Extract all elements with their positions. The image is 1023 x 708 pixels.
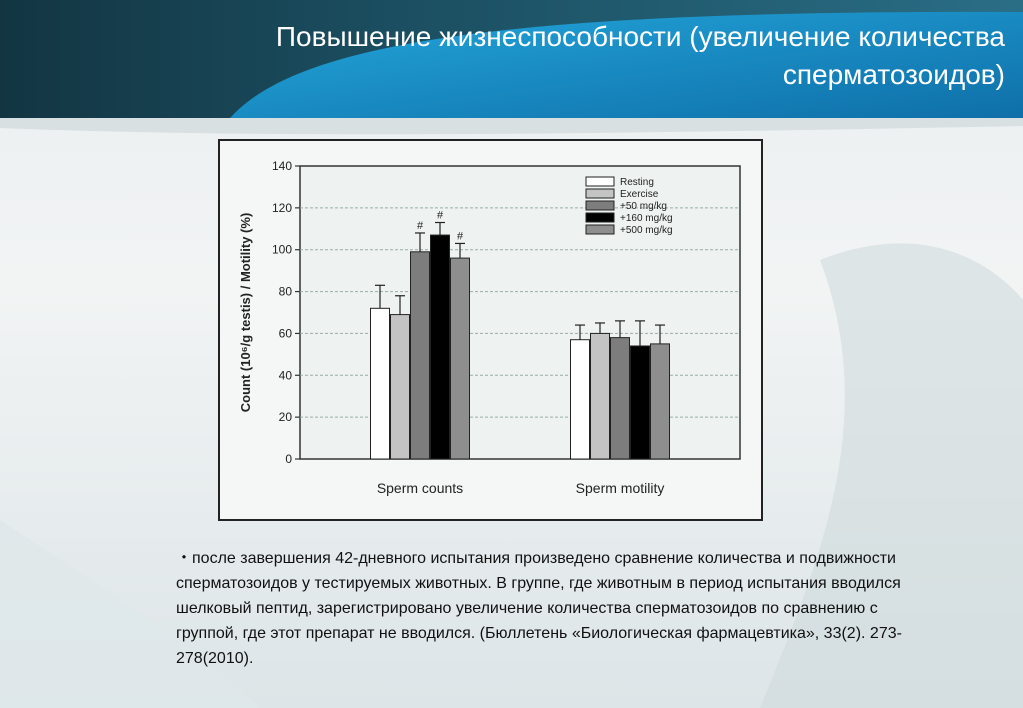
x-category-label: Sperm counts [377, 480, 463, 496]
bar [590, 332, 610, 460]
x-category-label: Sperm motility [576, 480, 665, 496]
legend-swatch [585, 188, 615, 199]
legend-label: +500 mg/kg [620, 225, 673, 236]
chart-frame: 0 20 40 60 80 100 120 140 Count (10⁶/g testis) /… [218, 139, 763, 521]
legend-label: Resting [620, 177, 654, 188]
legend-swatch [585, 176, 615, 187]
bar-chart: 0 20 40 60 80 100 120 140 Count (10⁶/g testis) /… [238, 159, 741, 496]
y-tick-label: 100 [272, 243, 292, 257]
slide-caption: ・после завершения 42-дневного испытания … [176, 550, 902, 667]
legend-label: +160 mg/kg [620, 213, 673, 224]
bar [450, 257, 470, 460]
legend-swatch [585, 200, 615, 211]
legend-label: +50 mg/kg [620, 201, 667, 212]
bar [570, 339, 590, 460]
y-axis-label: Count (10⁶/g testis) / Motility (%) [238, 213, 253, 413]
y-tick-label: 60 [279, 326, 293, 340]
y-tick-label: 120 [272, 201, 292, 215]
bar [610, 337, 630, 460]
legend-swatch [585, 212, 615, 223]
y-tick-label: 0 [285, 452, 292, 466]
significance-mark: # [417, 220, 424, 232]
slide-title: Повышение жизнеспособности (увеличение к… [275, 21, 1005, 90]
legend-label: Exercise [620, 189, 659, 200]
bar [430, 234, 450, 460]
y-tick-label: 140 [272, 159, 292, 173]
y-tick-label: 20 [279, 410, 293, 424]
bar [410, 251, 430, 460]
significance-mark: # [457, 230, 464, 242]
bar [650, 343, 670, 460]
y-tick-label: 40 [279, 368, 293, 382]
bar [630, 345, 650, 460]
bar [390, 314, 410, 460]
plot-area [299, 165, 741, 460]
bar [370, 307, 390, 460]
y-tick-label: 80 [279, 285, 293, 299]
significance-mark: # [437, 210, 444, 222]
legend-swatch [585, 224, 615, 235]
